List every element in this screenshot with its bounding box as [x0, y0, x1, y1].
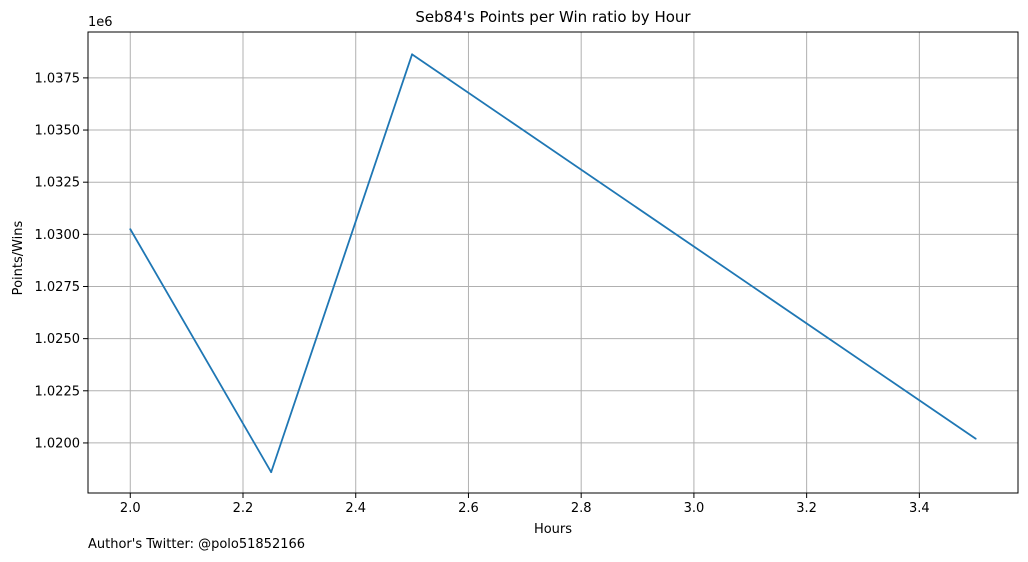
chart-title: Seb84's Points per Win ratio by Hour: [415, 8, 691, 26]
data-point: [270, 471, 273, 474]
x-axis-label: Hours: [534, 522, 572, 537]
author-credit: Author's Twitter: @polo51852166: [88, 537, 306, 552]
x-tick-label: 2.8: [571, 501, 592, 516]
y-tick-label: 1.0375: [35, 71, 81, 86]
x-axis-ticks: 2.0 2.2 2.4 2.6 2.8 3.0 3.2 3.4: [120, 493, 930, 516]
x-tick-label: 3.2: [796, 501, 817, 516]
y-tick-label: 1.0275: [35, 280, 81, 295]
y-axis-ticks: 1.0200 1.0225 1.0250 1.0275 1.0300 1.0325 1.03…: [35, 71, 88, 451]
y-tick-label: 1.0325: [35, 176, 81, 191]
x-tick-label: 2.2: [233, 501, 254, 516]
x-tick-label: 2.4: [345, 501, 366, 516]
data-point: [974, 437, 977, 440]
series-line: [129, 53, 977, 474]
y-tick-label: 1.0350: [35, 124, 81, 139]
data-point: [411, 53, 413, 56]
x-tick-label: 2.0: [120, 501, 141, 516]
x-tick-label: 3.0: [684, 501, 705, 516]
series-layer: [129, 53, 977, 474]
x-tick-label: 2.6: [458, 501, 479, 516]
y-axis-offset-label: 1e6: [88, 15, 113, 30]
y-tick-label: 1.0300: [35, 228, 81, 243]
y-axis-label: Points/Wins: [11, 220, 26, 295]
y-tick-label: 1.0200: [35, 436, 81, 451]
y-tick-label: 1.0250: [35, 332, 81, 347]
y-tick-label: 1.0225: [35, 384, 81, 399]
grid-lines: [88, 32, 1018, 493]
data-point: [129, 228, 132, 231]
x-tick-label: 3.4: [909, 501, 930, 516]
plot-area-frame: [87, 31, 1019, 494]
